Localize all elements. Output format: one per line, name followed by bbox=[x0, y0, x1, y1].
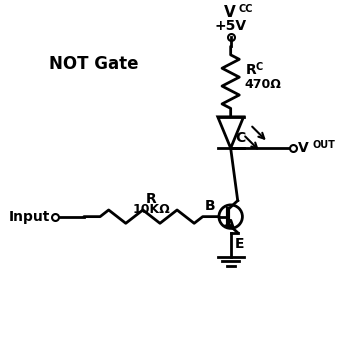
Text: R: R bbox=[146, 192, 157, 206]
Text: Input: Input bbox=[8, 210, 50, 224]
Text: C: C bbox=[255, 62, 262, 72]
Text: B: B bbox=[205, 199, 216, 213]
Text: OUT: OUT bbox=[313, 140, 336, 150]
Text: C: C bbox=[235, 131, 245, 145]
Text: +5V: +5V bbox=[215, 19, 247, 33]
Text: CC: CC bbox=[238, 4, 253, 14]
Text: V: V bbox=[224, 5, 236, 20]
Text: 10KΩ: 10KΩ bbox=[133, 203, 170, 217]
Text: E: E bbox=[235, 237, 244, 251]
Text: V: V bbox=[298, 141, 309, 155]
Text: R: R bbox=[245, 63, 256, 77]
Text: NOT Gate: NOT Gate bbox=[49, 55, 138, 73]
Text: 470Ω: 470Ω bbox=[244, 78, 281, 91]
